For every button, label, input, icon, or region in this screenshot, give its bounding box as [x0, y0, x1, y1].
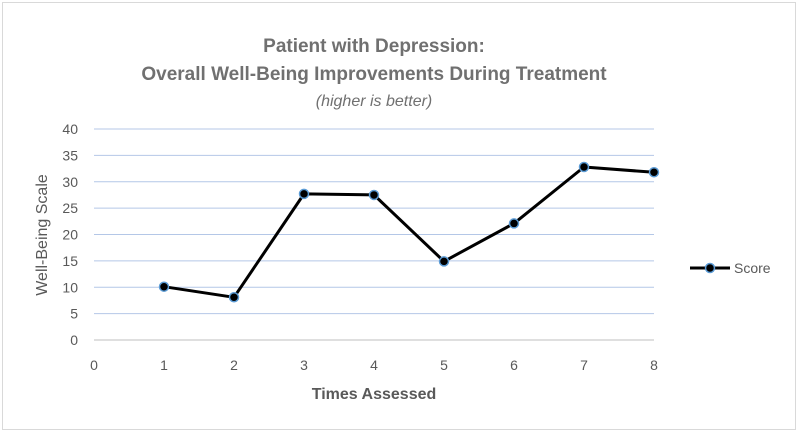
y-tick-label: 20	[62, 227, 78, 243]
x-tick-label: 8	[650, 357, 658, 373]
y-tick-label: 5	[70, 306, 78, 322]
series-line-score	[163, 165, 655, 299]
x-tick-labels: 0 1 2 3 4 5 6 7 8	[90, 357, 658, 373]
x-axis-title: Times Assessed	[312, 386, 437, 403]
y-tick-label: 25	[62, 200, 78, 216]
data-point	[368, 189, 380, 201]
x-tick-label: 7	[580, 357, 588, 373]
x-tick-label: 0	[90, 357, 98, 373]
data-point	[298, 188, 310, 200]
data-point	[508, 218, 520, 229]
chart-title-line2: Overall Well-Being Improvements During T…	[141, 64, 607, 85]
x-tick-label: 3	[300, 357, 308, 373]
data-point	[578, 161, 590, 173]
x-tick-label: 2	[230, 357, 238, 373]
data-point	[158, 281, 170, 292]
gridlines	[94, 128, 654, 341]
chart-title-line1: Patient with Depression:	[263, 36, 485, 57]
chart-frame	[2, 2, 796, 430]
y-tick-label: 15	[62, 253, 78, 269]
legend: Score	[690, 260, 771, 276]
y-tick-label: 35	[62, 147, 78, 163]
x-tick-label: 6	[510, 357, 518, 373]
x-tick-label: 1	[160, 357, 168, 373]
legend-label-score: Score	[734, 260, 771, 276]
legend-marker-score	[704, 262, 716, 274]
series-group	[158, 161, 660, 303]
data-point	[438, 256, 450, 267]
y-tick-label: 10	[62, 279, 78, 295]
x-tick-label: 4	[370, 357, 378, 373]
x-tick-label: 5	[440, 357, 448, 373]
y-tick-label: 40	[62, 121, 78, 137]
y-tick-label: 30	[62, 174, 78, 190]
y-axis-title: Well-Being Scale	[34, 174, 51, 296]
data-point	[648, 167, 660, 178]
chart-subtitle: (higher is better)	[316, 93, 433, 110]
y-tick-label: 0	[70, 332, 78, 348]
y-tick-labels: 0 5 10 15 20 25 30 35 40	[62, 121, 78, 348]
data-point	[228, 292, 240, 303]
